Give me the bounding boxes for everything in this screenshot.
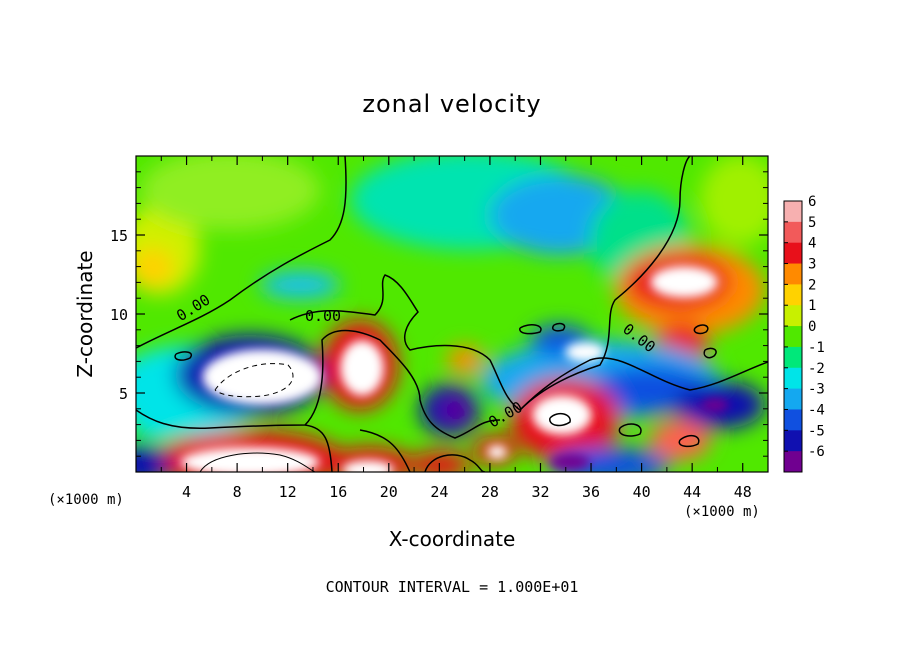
contour-lines: [136, 156, 768, 472]
colorbar-label: 3: [808, 257, 816, 273]
colorbar-swatch: [784, 346, 802, 369]
x-tick-label: 12: [279, 483, 297, 501]
colorbar-label: 1: [808, 298, 816, 314]
contour-label: 0.00: [305, 307, 341, 325]
colorbar-label: -4: [808, 402, 825, 418]
x-tick-label: 36: [582, 483, 600, 501]
colorbar-frame: [783, 200, 803, 473]
chart-title: zonal velocity: [362, 90, 541, 118]
contour-interval-footer: CONTOUR INTERVAL = 1.000E+01: [326, 578, 579, 596]
x-unit-right: (×1000 m): [684, 504, 760, 520]
colorbar-label: -3: [808, 382, 825, 398]
x-tick-label: 40: [633, 483, 651, 501]
colorbar-swatch: [784, 409, 802, 431]
colorbar-swatch: [784, 451, 802, 473]
x-tick-label: 16: [329, 483, 347, 501]
colorbar-label: -1: [808, 340, 825, 356]
x-tick-label: 44: [683, 483, 701, 501]
colorbar-swatch: [784, 284, 802, 306]
y-axis-label: Z-coordinate: [73, 250, 97, 377]
colorbar-swatch: [784, 388, 802, 410]
colorbar-swatch: [784, 430, 802, 452]
plot-field: [136, 156, 768, 472]
y-axis-ticks: 5 10 15: [110, 171, 768, 457]
colorbar-label: 5: [808, 215, 816, 231]
x-axis-ticks: 4 8 12 16 20 24 28 32 36 40 44 48: [160, 156, 752, 501]
x-unit-left: (×1000 m): [48, 492, 124, 508]
x-tick-label: 4: [182, 483, 191, 501]
colorbar-label: -5: [808, 423, 825, 439]
y-tick-label: 5: [119, 385, 128, 403]
colorbar-label: 4: [808, 236, 816, 252]
colorbar: 6 5 4 3 2 1 0 -1 -2 -3 -4 -5 -6: [783, 194, 825, 473]
x-axis-label: X-coordinate: [389, 527, 516, 551]
x-tick-label: 20: [380, 483, 398, 501]
colorbar-label: -6: [808, 444, 825, 460]
x-tick-label: 24: [430, 483, 448, 501]
x-tick-label: 28: [481, 483, 499, 501]
colorbar-label: 6: [808, 194, 816, 210]
x-tick-label: 32: [531, 483, 549, 501]
colorbar-label: 0: [808, 319, 816, 335]
colorbar-swatch: [784, 326, 802, 348]
colorbar-swatch: [784, 305, 802, 327]
x-tick-label: 8: [233, 483, 242, 501]
y-tick-label: 10: [110, 306, 128, 324]
colorbar-label: -2: [808, 361, 825, 377]
colorbar-swatch: [784, 367, 802, 390]
colorbar-label: 2: [808, 277, 816, 293]
x-tick-label: 48: [734, 483, 752, 501]
colorbar-swatch: [784, 221, 802, 244]
y-tick-label: 15: [110, 227, 128, 245]
colorbar-swatch: [784, 201, 802, 223]
colorbar-swatch: [784, 242, 802, 265]
colorbar-swatch: [784, 263, 802, 285]
